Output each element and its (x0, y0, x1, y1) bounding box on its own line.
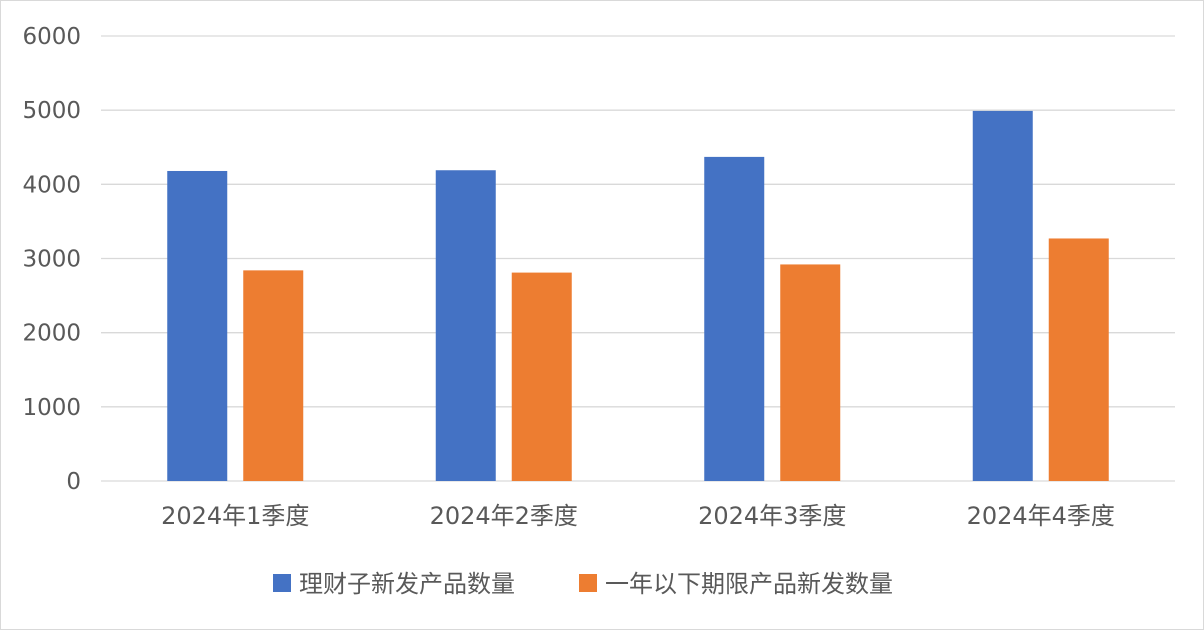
x-category-label-1: 2024年1季度 (161, 502, 309, 530)
bar-series2-cat3 (780, 264, 841, 481)
y-axis-tick-labels: 0 1000 2000 3000 4000 5000 6000 (22, 24, 81, 495)
y-tick-label-2000: 2000 (22, 321, 81, 347)
bar-series1-cat4 (972, 110, 1033, 482)
y-tick-label-4000: 4000 (22, 172, 81, 198)
bar-series1-cat1 (167, 170, 228, 481)
legend-label-2: 一年以下期限产品新发数量 (605, 570, 893, 598)
bar-series2-cat4 (1048, 238, 1109, 481)
y-tick-label-5000: 5000 (22, 98, 81, 124)
bar-series1-cat3 (704, 156, 765, 481)
legend-swatch-2 (579, 574, 597, 592)
y-tick-label-3000: 3000 (22, 247, 81, 273)
legend-label-1: 理财子新发产品数量 (299, 570, 515, 598)
bar-series2-cat2 (511, 272, 572, 481)
x-category-label-4: 2024年4季度 (967, 502, 1115, 530)
x-category-label-2: 2024年2季度 (430, 502, 578, 530)
bar-series2-cat1 (243, 270, 304, 481)
x-category-label-3: 2024年3季度 (698, 502, 846, 530)
y-tick-label-6000: 6000 (22, 24, 81, 50)
legend-swatch-1 (273, 574, 291, 592)
bars (167, 110, 1109, 482)
legend: 理财子新发产品数量 一年以下期限产品新发数量 (273, 570, 893, 598)
bar-series1-cat2 (435, 170, 496, 481)
y-tick-label-1000: 1000 (22, 395, 81, 421)
y-tick-label-0: 0 (66, 469, 81, 495)
x-axis-category-labels: 2024年1季度 2024年2季度 2024年3季度 2024年4季度 (161, 502, 1115, 530)
